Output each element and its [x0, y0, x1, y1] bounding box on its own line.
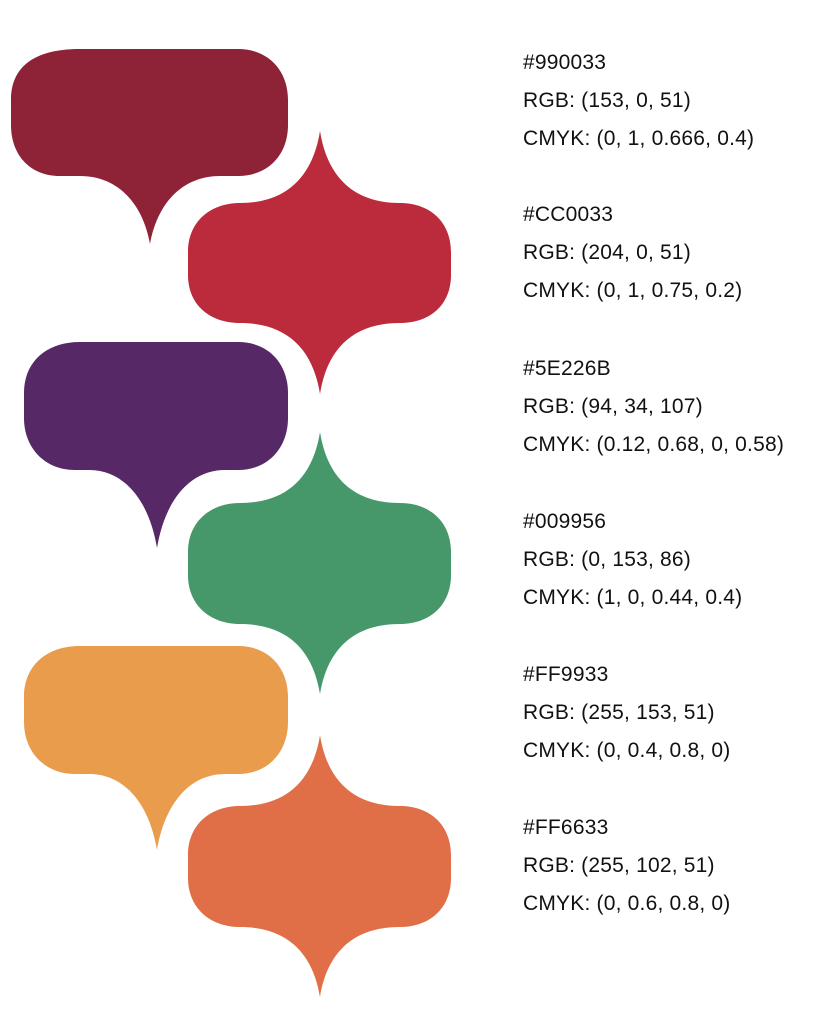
cmyk-value: CMYK: (0.12, 0.68, 0, 0.58) [523, 433, 785, 456]
hex-code: #5E226B [523, 357, 611, 380]
cmyk-value: CMYK: (0, 0.4, 0.8, 0) [523, 739, 731, 762]
swatch-info-ff6633: #FF6633 RGB: (255, 102, 51) CMYK: (0, 0.… [523, 809, 730, 923]
hex-code: #990033 [523, 51, 607, 74]
swatch-shape-ff9933 [24, 646, 288, 850]
rgb-value: RGB: (153, 0, 51) [523, 89, 691, 112]
cmyk-value: CMYK: (0, 1, 0.75, 0.2) [523, 279, 743, 302]
swatch-info-cc0033: #CC0033 RGB: (204, 0, 51) CMYK: (0, 1, 0… [523, 196, 742, 310]
swatch-info-009956: #009956 RGB: (0, 153, 86) CMYK: (1, 0, 0… [523, 503, 742, 617]
hex-code: #009956 [523, 510, 607, 533]
cmyk-value: CMYK: (0, 1, 0.666, 0.4) [523, 127, 755, 150]
swatch-info-ff9933: #FF9933 RGB: (255, 153, 51) CMYK: (0, 0.… [523, 656, 730, 770]
color-swatch-shapes [11, 49, 451, 997]
hex-code: #FF9933 [523, 663, 609, 686]
rgb-value: RGB: (0, 153, 86) [523, 548, 691, 571]
swatch-shape-990033 [11, 49, 288, 244]
swatch-info-5e226b: #5E226B RGB: (94, 34, 107) CMYK: (0.12, … [523, 350, 784, 464]
swatch-shape-ff6633 [188, 735, 451, 997]
rgb-value: RGB: (255, 102, 51) [523, 854, 715, 877]
swatch-shape-5e226b [24, 342, 288, 548]
rgb-value: RGB: (94, 34, 107) [523, 395, 703, 418]
swatch-shape-009956 [188, 432, 451, 694]
cmyk-value: CMYK: (0, 0.6, 0.8, 0) [523, 892, 731, 915]
rgb-value: RGB: (204, 0, 51) [523, 241, 691, 264]
swatch-info-990033: #990033 RGB: (153, 0, 51) CMYK: (0, 1, 0… [523, 44, 754, 158]
swatch-shape-cc0033 [188, 131, 451, 394]
hex-code: #CC0033 [523, 203, 614, 226]
hex-code: #FF6633 [523, 816, 609, 839]
cmyk-value: CMYK: (1, 0, 0.44, 0.4) [523, 586, 743, 609]
rgb-value: RGB: (255, 153, 51) [523, 701, 715, 724]
